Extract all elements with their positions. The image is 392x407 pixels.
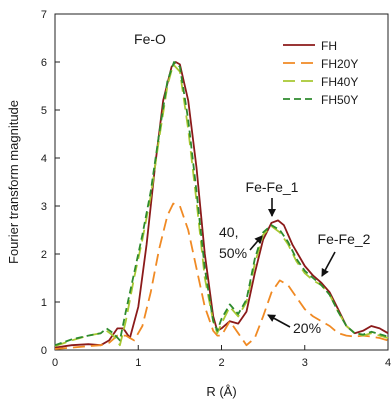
annotation-20: 20%	[293, 320, 321, 336]
legend: FH FH20Y FH40Y FH50Y	[283, 39, 358, 107]
annotation-fe-o: Fe-O	[134, 31, 166, 47]
annotation-40-line2: 50%	[219, 245, 247, 261]
arrow-40-50	[249, 235, 263, 251]
y-tick-label: 4	[41, 153, 47, 165]
x-tick-label: 0	[52, 357, 58, 369]
legend-label-fh50y: FH50Y	[321, 93, 358, 107]
series-line-fh50y	[54, 61, 389, 347]
series-line-fh20y	[54, 202, 389, 350]
series-line-fh	[54, 61, 389, 349]
arrow-20	[267, 314, 291, 328]
x-tick-label: 3	[302, 357, 308, 369]
y-tick-label: 7	[41, 9, 47, 21]
y-axis-label: Fourier transform magnitude	[6, 100, 21, 264]
series-lines	[54, 61, 389, 350]
y-tick-label: 3	[41, 201, 47, 213]
legend-label-fh20y: FH20Y	[321, 57, 358, 71]
x-tick-label: 4	[385, 357, 391, 369]
y-tick-label: 1	[41, 297, 47, 309]
axes: 0 1 2 3 4 0 1 2 3 4 5 6 7 R (Å) Fourier transform magn…	[6, 9, 391, 399]
arrow-fe-fe-2	[321, 251, 336, 277]
y-tick-label: 6	[41, 57, 47, 69]
annotation-fe-fe-1: Fe-Fe_1	[246, 179, 299, 195]
annotations: Fe-O Fe-Fe_1 Fe-Fe_2 40, 50% 20%	[134, 31, 371, 336]
x-axis-label: R (Å)	[206, 384, 236, 399]
annotation-40-line1: 40,	[219, 224, 238, 240]
annotation-fe-fe-2: Fe-Fe_2	[318, 231, 371, 247]
x-tick-label: 2	[218, 357, 224, 369]
y-tick-label: 0	[41, 345, 47, 357]
y-tick-label: 5	[41, 105, 47, 117]
y-tick-label: 2	[41, 249, 47, 261]
legend-label-fh40y: FH40Y	[321, 75, 358, 89]
x-tick-label: 1	[135, 357, 141, 369]
legend-label-fh: FH	[321, 39, 337, 53]
